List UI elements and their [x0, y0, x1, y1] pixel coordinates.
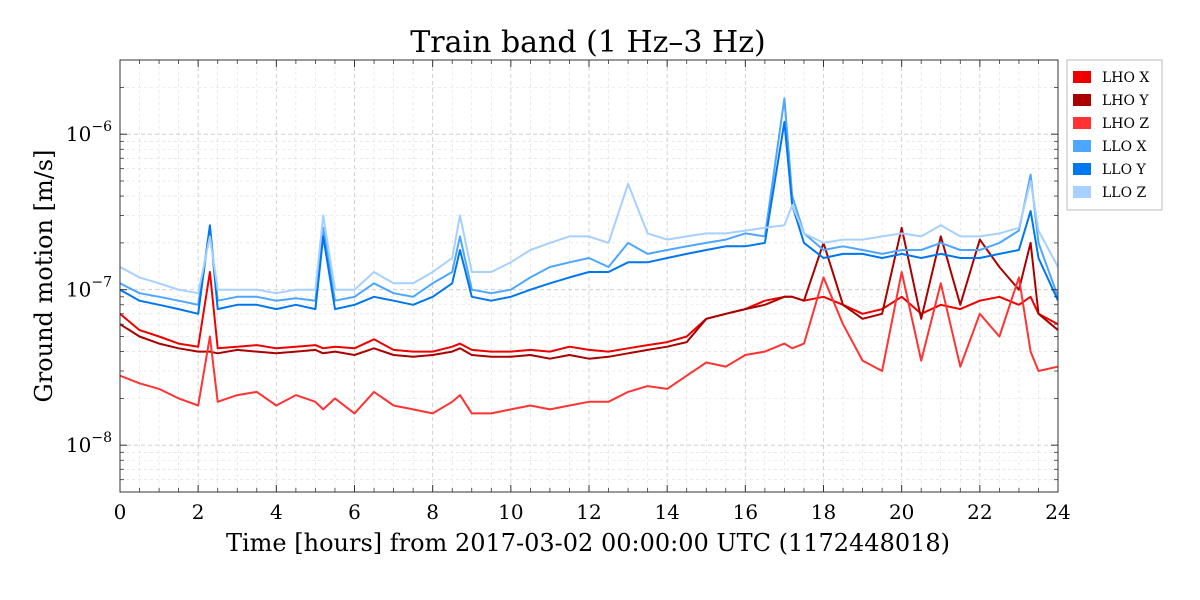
legend-swatch-llo-z [1073, 186, 1091, 198]
legend-swatch-lho-x [1073, 71, 1091, 83]
x-tick-label: 16 [733, 500, 758, 524]
x-tick-label: 10 [498, 500, 523, 524]
legend-label-lho-z: LHO Z [1102, 116, 1149, 132]
grid [119, 59, 1059, 493]
legend-label-lho-y: LHO Y [1102, 93, 1149, 109]
x-tick-label: 24 [1045, 500, 1070, 524]
legend-label-llo-z: LLO Z [1102, 185, 1147, 201]
x-tick-label: 18 [811, 500, 836, 524]
x-axis-title: Time [hours] from 2017-03-02 00:00:00 UT… [226, 529, 950, 557]
legend: LHO X LHO Y LHO Z LLO X LLO Y LLO Z [1066, 59, 1163, 211]
legend-swatch-lho-z [1073, 117, 1091, 129]
x-tick-label: 2 [192, 500, 205, 524]
x-tick-label: 4 [270, 500, 283, 524]
legend-label-lho-x: LHO X [1102, 70, 1149, 86]
series-line-lho-x [120, 271, 1058, 353]
y-tick-label: 10−8 [66, 430, 112, 457]
x-tick-label: 0 [114, 500, 127, 524]
legend-swatch-llo-y [1073, 163, 1091, 175]
legend-swatch-llo-x [1073, 140, 1091, 152]
x-tick-label: 20 [889, 500, 914, 524]
y-axis-title: Ground motion [m/s] [30, 150, 58, 403]
x-tick-label: 8 [426, 500, 439, 524]
y-tick-label: 10−6 [66, 119, 112, 146]
chart-title: Train band (1 Hz–3 Hz) [410, 25, 765, 60]
series-line-lho-y [120, 226, 1058, 360]
series-line-lho-z [120, 271, 1058, 415]
y-tick-label: 10−7 [66, 275, 112, 302]
legend-swatch-lho-y [1073, 94, 1091, 106]
series-line-llo-x [120, 97, 1058, 306]
x-tick-label: 6 [348, 500, 361, 524]
x-tick-label: 12 [576, 500, 601, 524]
legend-label-llo-x: LLO X [1102, 139, 1147, 155]
series-line-llo-y [120, 120, 1058, 315]
series-line-llo-z [120, 180, 1058, 295]
legend-box [1066, 59, 1163, 211]
series-lines [120, 97, 1058, 415]
x-tick-label: 22 [967, 500, 992, 524]
legend-label-llo-y: LLO Y [1102, 162, 1147, 178]
x-tick-label: 14 [654, 500, 679, 524]
